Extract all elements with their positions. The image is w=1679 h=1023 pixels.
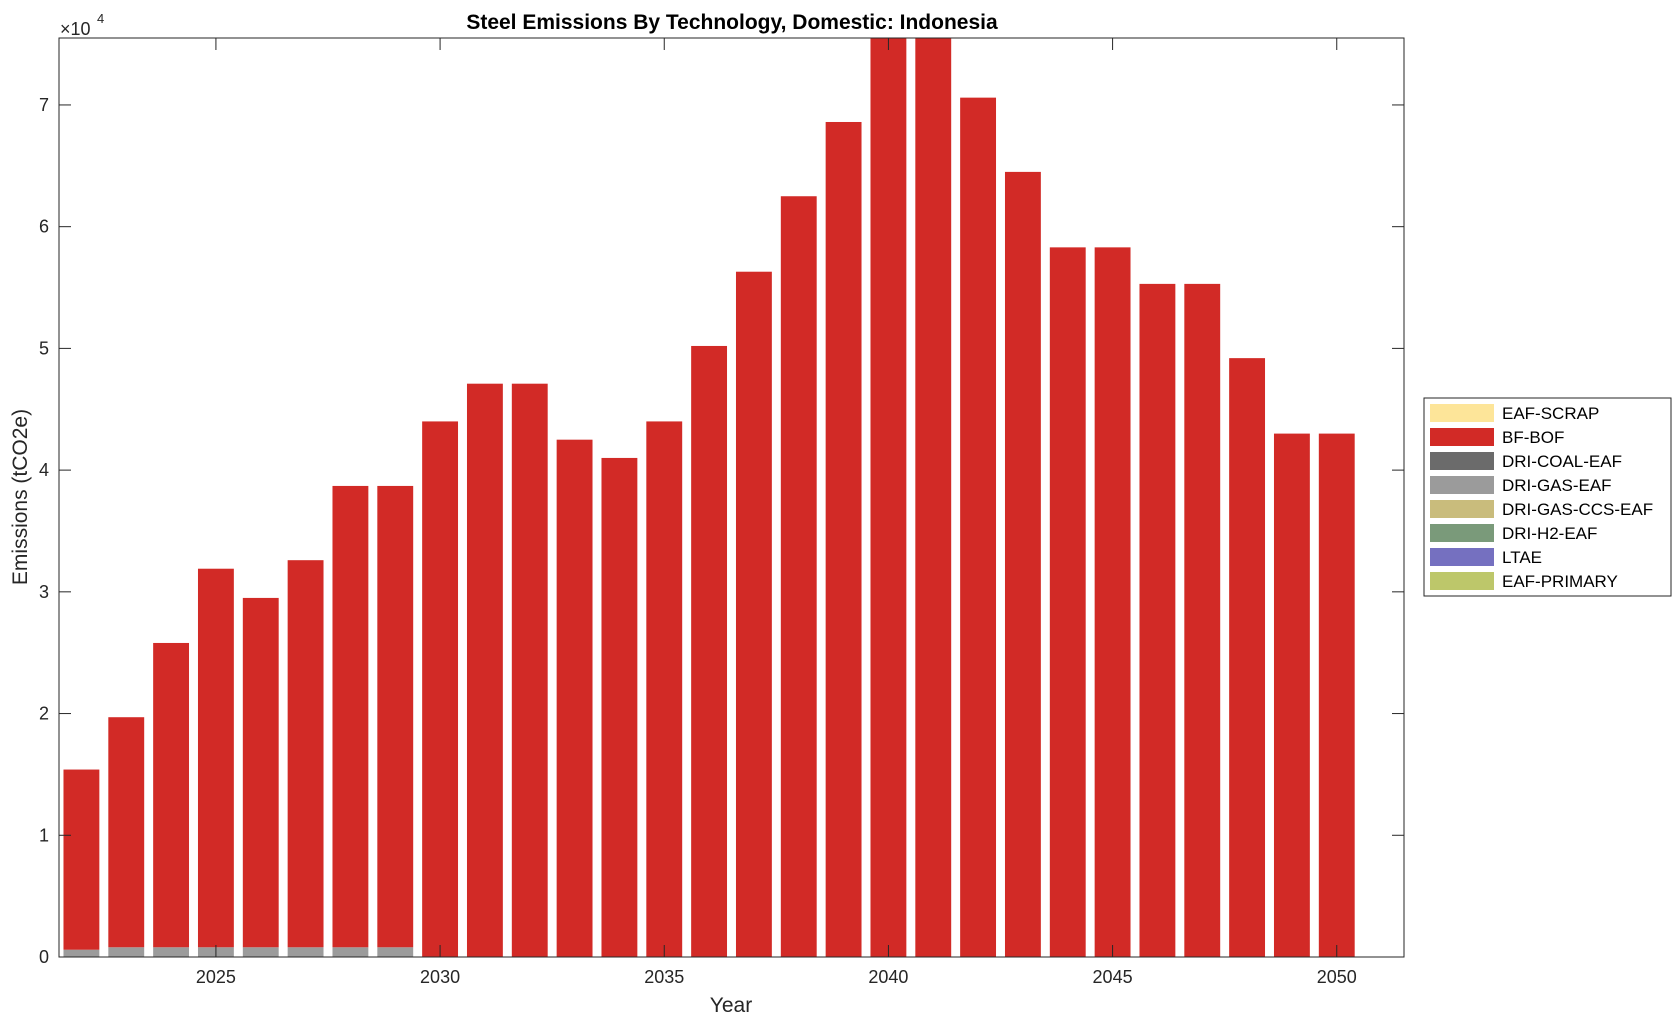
y-tick-label: 3: [39, 582, 49, 602]
bar-bf-bof-2036: [691, 345, 728, 957]
bar-bf-bof-2035: [646, 421, 683, 957]
legend-label-ltae: LTAE: [1502, 548, 1542, 567]
bar-bf-bof-2022: [63, 769, 100, 950]
bar-bf-bof-2048: [1229, 358, 1266, 957]
y-tick-label: 6: [39, 217, 49, 237]
bar-bf-bof-2040: [870, 38, 907, 957]
bar-bf-bof-2025: [197, 568, 234, 948]
legend-label-eaf-primary: EAF-PRIMARY: [1502, 572, 1618, 591]
bar-bf-bof-2033: [556, 439, 593, 957]
bars-group: [63, 38, 1355, 957]
legend-label-bf-bof: BF-BOF: [1502, 428, 1564, 447]
y-tick-label: 2: [39, 704, 49, 724]
legend-swatch-dri-coal-eaf: [1430, 452, 1494, 470]
y-tick-label: 0: [39, 947, 49, 967]
legend-swatch-ltae: [1430, 548, 1494, 566]
legend-swatch-eaf-primary: [1430, 572, 1494, 590]
x-tick-label: 2025: [196, 967, 236, 987]
legend-swatch-dri-gas-eaf: [1430, 476, 1494, 494]
bar-bf-bof-2032: [511, 383, 548, 957]
legend-swatch-eaf-scrap: [1430, 404, 1494, 422]
bar-bf-bof-2050: [1318, 433, 1355, 957]
y-tick-label: 7: [39, 95, 49, 115]
bar-bf-bof-2030: [422, 421, 459, 957]
bar-bf-bof-2037: [735, 271, 772, 957]
bar-dri-gas-eaf-2029: [377, 947, 414, 957]
y-tick-label: 1: [39, 825, 49, 845]
bar-bf-bof-2026: [242, 597, 279, 948]
legend-label-dri-h2-eaf: DRI-H2-EAF: [1502, 524, 1597, 543]
bar-bf-bof-2031: [466, 383, 503, 957]
bar-bf-bof-2023: [108, 717, 145, 948]
y-tick-label: 4: [39, 460, 49, 480]
bar-bf-bof-2049: [1273, 433, 1310, 957]
bar-bf-bof-2038: [780, 196, 817, 957]
x-tick-label: 2030: [420, 967, 460, 987]
bar-dri-gas-eaf-2024: [153, 947, 190, 957]
bar-dri-gas-eaf-2028: [332, 947, 369, 957]
bar-bf-bof-2044: [1049, 247, 1086, 957]
legend-label-dri-coal-eaf: DRI-COAL-EAF: [1502, 452, 1622, 471]
bar-bf-bof-2024: [153, 642, 190, 948]
bar-bf-bof-2034: [601, 457, 638, 957]
bar-dri-gas-eaf-2027: [287, 947, 324, 957]
bar-bf-bof-2045: [1094, 247, 1131, 957]
legend-label-eaf-scrap: EAF-SCRAP: [1502, 404, 1599, 423]
x-axis-label: Year: [710, 994, 752, 1017]
y-axis-label: Emissions (tCO2e): [9, 409, 32, 585]
x-tick-label: 2050: [1317, 967, 1357, 987]
y-exponent-power: 4: [97, 11, 104, 26]
x-tick-label: 2040: [868, 967, 908, 987]
y-tick-label: 5: [39, 338, 49, 358]
bar-bf-bof-2029: [377, 485, 414, 948]
ticks-group: 0 1 2 3 4 5 6 7 2025 2030 2035 2040 2045 2050: [39, 38, 1404, 987]
bar-bf-bof-2043: [1004, 171, 1041, 957]
y-exponent-base: ×10: [60, 19, 91, 39]
bar-bf-bof-2046: [1139, 283, 1176, 957]
bar-bf-bof-2042: [960, 97, 997, 957]
bar-dri-gas-eaf-2023: [108, 947, 145, 957]
y-exponent: ×10 4: [60, 11, 104, 39]
legend-swatch-dri-h2-eaf: [1430, 524, 1494, 542]
bar-bf-bof-2028: [332, 485, 369, 948]
x-tick-label: 2035: [644, 967, 684, 987]
x-tick-label: 2045: [1093, 967, 1133, 987]
bar-dri-gas-eaf-2026: [242, 947, 279, 957]
legend-label-dri-gas-ccs-eaf: DRI-GAS-CCS-EAF: [1502, 500, 1653, 519]
bar-bf-bof-2041: [915, 38, 952, 957]
bar-bf-bof-2027: [287, 560, 324, 948]
bar-bf-bof-2047: [1184, 283, 1221, 957]
legend: EAF-SCRAP BF-BOF DRI-COAL-EAF DRI-GAS-EAF DR…: [1423, 397, 1672, 597]
bar-bf-bof-2039: [825, 121, 862, 957]
legend-label-dri-gas-eaf: DRI-GAS-EAF: [1502, 476, 1612, 495]
chart-title: Steel Emissions By Technology, Domestic:…: [466, 11, 998, 34]
legend-swatch-dri-gas-ccs-eaf: [1430, 500, 1494, 518]
bar-dri-gas-eaf-2022: [63, 949, 100, 957]
legend-swatch-bf-bof: [1430, 428, 1494, 446]
plot-frame: [58, 37, 1405, 958]
